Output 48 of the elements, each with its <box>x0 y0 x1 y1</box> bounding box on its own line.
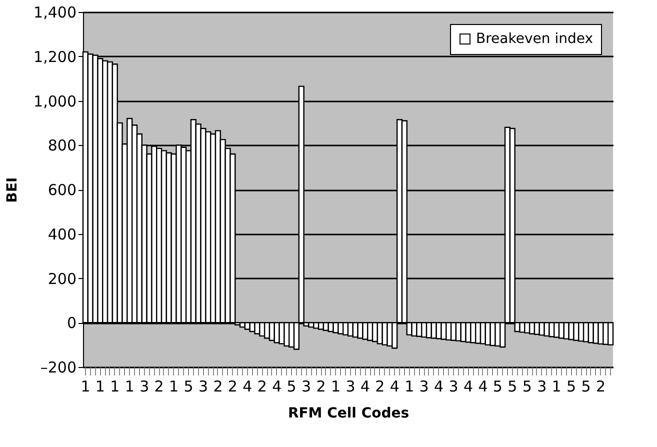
x-tick-label: 4 <box>463 378 474 396</box>
x-tick-label: 2 <box>316 378 326 396</box>
x-tick-label: 5 <box>184 378 194 396</box>
x-tick-label: 2 <box>596 378 606 396</box>
y-tick-label: 200 <box>48 270 76 288</box>
x-tick-label: 5 <box>522 378 532 396</box>
y-tick-label: 400 <box>48 225 76 244</box>
x-tick-label: 1 <box>404 378 414 396</box>
x-tick-label: 2 <box>228 378 238 396</box>
x-tick-label: 3 <box>419 378 429 396</box>
x-tick-label: 1 <box>169 378 179 396</box>
x-tick-label: 5 <box>566 378 576 396</box>
x-tick-label: 5 <box>581 378 591 396</box>
x-tick-label: 1 <box>124 378 134 396</box>
x-axis-title: RFM Cell Codes <box>288 406 410 422</box>
x-tick-label: 1 <box>552 378 562 396</box>
legend-label: Breakeven index <box>476 31 593 47</box>
x-tick-label: 4 <box>434 378 444 396</box>
x-tick-label: 3 <box>448 378 458 396</box>
x-tick-label: 1 <box>80 378 90 396</box>
y-axis-title: BEI <box>4 177 21 203</box>
x-tick-label: 2 <box>257 378 267 396</box>
x-tick-label: 1 <box>95 378 105 396</box>
x-tick-label: 5 <box>492 378 502 396</box>
y-tick-label: –200 <box>40 358 76 376</box>
x-tick-label: 4 <box>360 378 370 396</box>
x-tick-label: 4 <box>272 378 282 396</box>
y-tick-label: 1,200 <box>34 48 76 66</box>
y-tick-label: 1,400 <box>34 4 76 22</box>
x-tick-label: 2 <box>213 378 223 396</box>
x-tick-label: 3 <box>537 378 547 396</box>
x-tick-label: 4 <box>478 378 488 396</box>
x-tick-label: 3 <box>198 378 208 396</box>
x-tick-label: 1 <box>110 378 120 396</box>
x-tick-label: 1 <box>330 378 341 396</box>
y-tick-label: 800 <box>48 136 76 155</box>
x-tick-label: 3 <box>346 378 356 396</box>
x-tick-label: 4 <box>242 378 252 396</box>
y-tick-label: 0 <box>66 314 76 332</box>
x-tick-label: 3 <box>302 378 312 396</box>
x-tick-label: 2 <box>375 378 385 396</box>
x-tick-label: 5 <box>286 378 296 396</box>
x-tick-label: 5 <box>508 378 518 396</box>
x-tick-label: 2 <box>154 378 164 396</box>
y-tick-label: 600 <box>48 181 76 199</box>
x-tick-label: 3 <box>140 378 150 396</box>
y-tick-label: 1,000 <box>34 92 76 110</box>
x-tick-label: 4 <box>390 378 400 396</box>
